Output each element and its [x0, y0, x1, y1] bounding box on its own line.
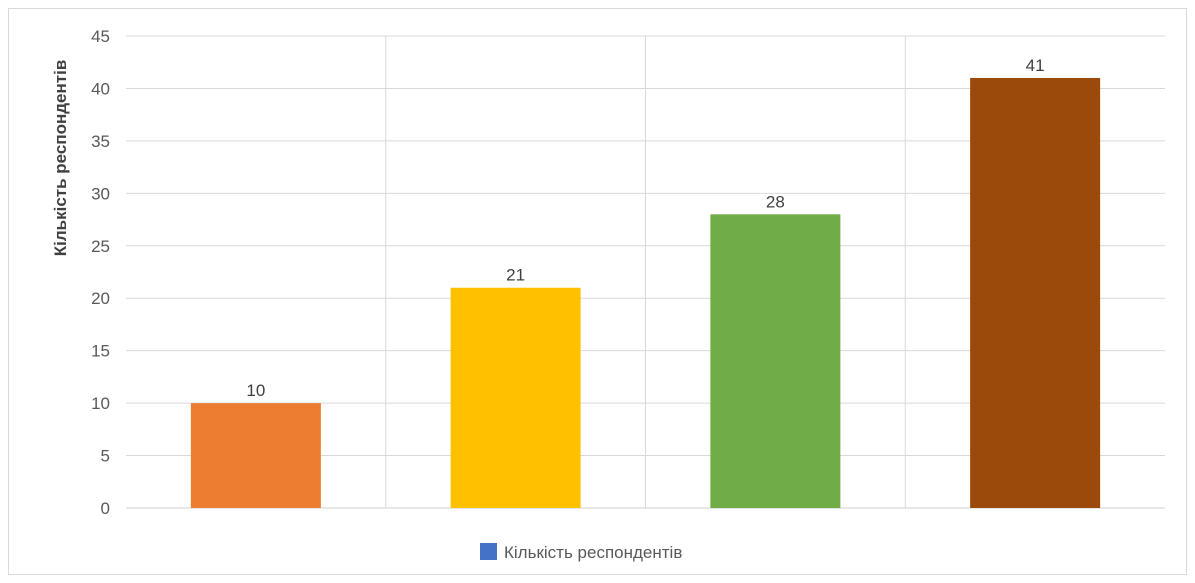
y-tick-label: 10: [91, 394, 110, 413]
data-label: 41: [1026, 56, 1045, 75]
bars: [190, 77, 1101, 509]
data-label: 21: [506, 266, 525, 285]
bar: [190, 403, 321, 508]
y-tick-label: 25: [91, 237, 110, 256]
data-label: 28: [766, 192, 785, 211]
y-tick-label: 20: [91, 289, 110, 308]
y-tick-label: 5: [101, 447, 110, 466]
y-axis-ticks: 0 5 10 15 20 25 30 35 40 45: [91, 27, 110, 518]
y-tick-label: 45: [91, 27, 110, 46]
y-tick-label: 15: [91, 342, 110, 361]
legend-label: Кількість респондентів: [504, 543, 682, 562]
bar: [450, 287, 581, 508]
y-tick-label: 35: [91, 132, 110, 151]
bar: [710, 214, 841, 509]
legend-swatch: [480, 543, 497, 560]
bar: [970, 77, 1101, 508]
y-tick-label: 0: [101, 499, 110, 518]
y-axis-title: Кількість респондентів: [51, 60, 70, 257]
data-labels: 10 21 28 41: [246, 56, 1044, 400]
legend: Кількість респондентів: [480, 543, 682, 562]
y-tick-label: 30: [91, 184, 110, 203]
y-tick-label: 40: [91, 79, 110, 98]
data-label: 10: [246, 381, 265, 400]
